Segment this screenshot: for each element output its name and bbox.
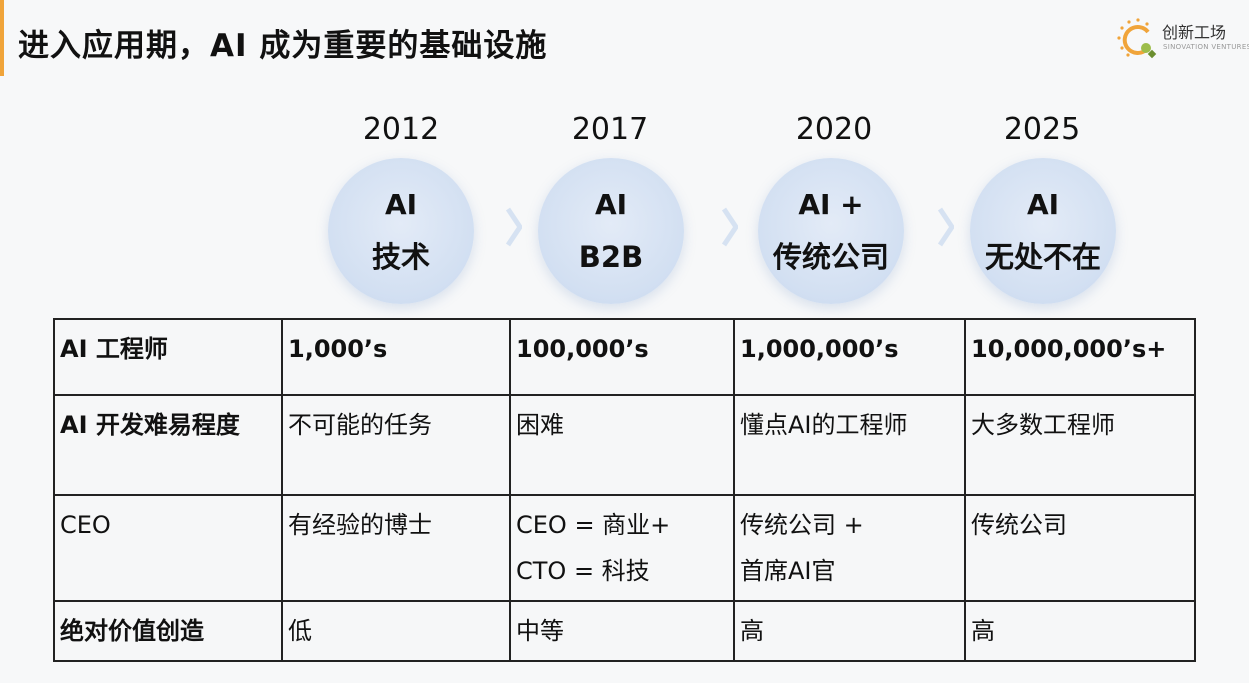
- page-title: 进入应用期，AI 成为重要的基础设施: [18, 28, 548, 64]
- year-label: 2020: [795, 112, 873, 147]
- stage-line1: AI: [384, 188, 418, 221]
- year-label: 2012: [362, 112, 440, 147]
- stage-circle: AI B2B: [538, 158, 684, 304]
- table-cell: 高: [733, 600, 966, 662]
- logo-name: 创新工场: [1162, 23, 1227, 42]
- table-cell: 低: [281, 600, 511, 662]
- row-header: AI 工程师: [53, 318, 283, 396]
- stage-line2: 传统公司: [772, 240, 889, 274]
- stage-line2: B2B: [578, 240, 644, 274]
- table-row: CEO 有经验的博士 CEO = 商业+ CTO = 科技 传统公司 + 首席AI官…: [53, 494, 1196, 602]
- table-cell: 10,000,000’s+: [964, 318, 1196, 396]
- logo: 创新工场 SINOVATION VENTURES: [1116, 16, 1249, 64]
- year-label: 2017: [571, 112, 649, 147]
- table-cell: 有经验的博士: [281, 494, 511, 602]
- table-cell: 传统公司 + 首席AI官: [733, 494, 966, 602]
- cell-line: 传统公司 +: [740, 511, 864, 539]
- stage-circle: AI 技术: [328, 158, 474, 304]
- table-row: AI 开发难易程度 不可能的任务 困难 懂点AI的工程师 大多数工程师: [53, 394, 1196, 496]
- table-cell: 大多数工程师: [964, 394, 1196, 496]
- chevron-right-icon: [722, 207, 738, 247]
- stage-line1: AI +: [798, 188, 864, 221]
- table-cell: 1,000,000’s: [733, 318, 966, 396]
- table-row: AI 工程师 1,000’s 100,000’s 1,000,000’s 10,…: [53, 318, 1196, 396]
- year-label: 2025: [1003, 112, 1081, 147]
- stage-circle: AI 无处不在: [970, 158, 1116, 304]
- stage-line1: AI: [594, 188, 628, 221]
- comparison-table: AI 工程师 1,000’s 100,000’s 1,000,000’s 10,…: [53, 318, 1196, 662]
- table-row: 绝对价值创造 低 中等 高 高: [53, 600, 1196, 662]
- chevron-right-icon: [938, 207, 954, 247]
- table-cell: 困难: [509, 394, 735, 496]
- table-cell: 中等: [509, 600, 735, 662]
- row-header: AI 开发难易程度: [53, 394, 283, 496]
- table-cell: 1,000’s: [281, 318, 511, 396]
- stage-line2: 技术: [371, 240, 430, 274]
- cell-line: CEO = 商业+: [516, 511, 671, 539]
- table-cell: 传统公司: [964, 494, 1196, 602]
- stage-line2: 无处不在: [984, 240, 1101, 274]
- table-cell: 高: [964, 600, 1196, 662]
- stage-line1: AI: [1026, 188, 1060, 221]
- logo-subtitle: SINOVATION VENTURES: [1163, 43, 1249, 51]
- cell-line: 首席AI官: [740, 557, 836, 585]
- chevron-right-icon: [506, 207, 522, 247]
- cell-line: 传统公司: [971, 511, 1067, 539]
- table-cell: 不可能的任务: [281, 394, 511, 496]
- stage-circle: AI + 传统公司: [758, 158, 904, 304]
- row-header: CEO: [53, 494, 283, 602]
- cell-line: CTO = 科技: [516, 557, 650, 585]
- table-cell: 100,000’s: [509, 318, 735, 396]
- lightbulb-logo-icon: [1117, 18, 1157, 59]
- table-cell: 懂点AI的工程师: [733, 394, 966, 496]
- row-header: 绝对价值创造: [53, 600, 283, 662]
- table-cell: CEO = 商业+ CTO = 科技: [509, 494, 735, 602]
- accent-bar: [0, 0, 4, 76]
- cell-line: 有经验的博士: [288, 511, 432, 539]
